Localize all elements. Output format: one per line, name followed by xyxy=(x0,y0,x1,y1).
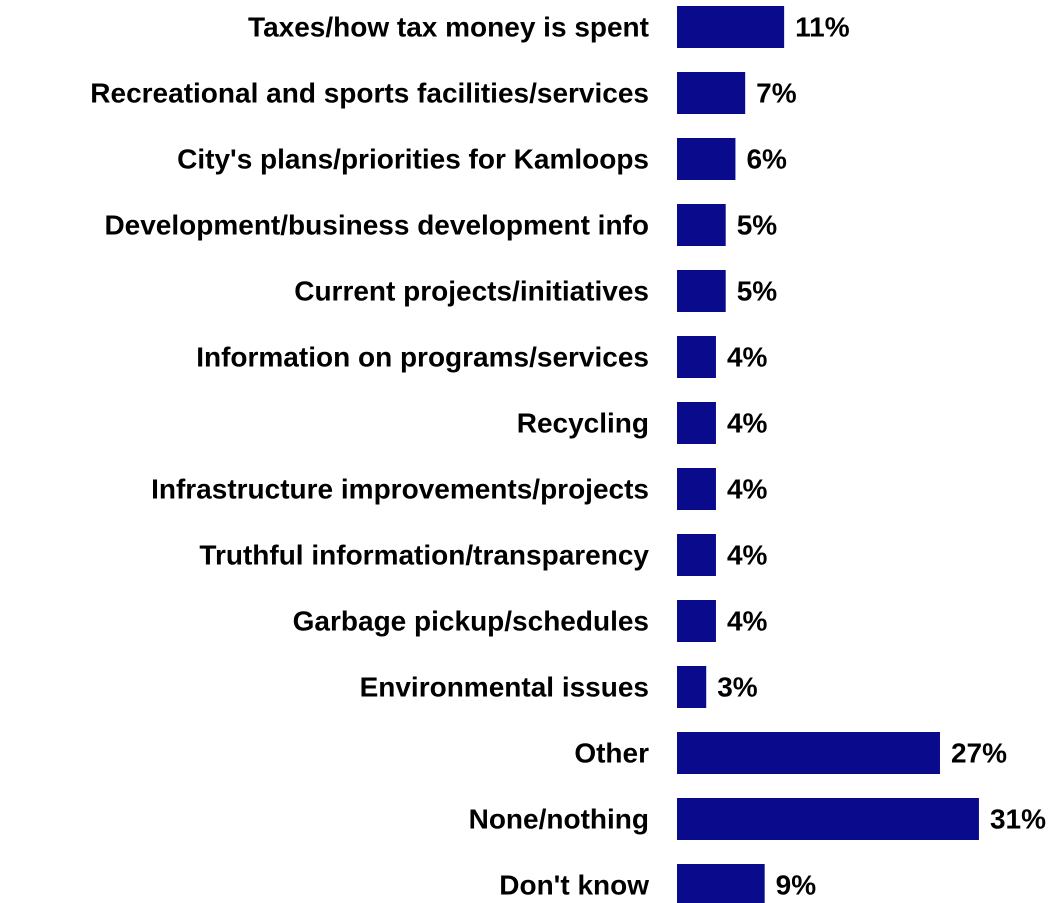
category-label: Don't know xyxy=(499,870,649,901)
bar xyxy=(677,204,726,246)
category-label: Recycling xyxy=(517,408,649,439)
bar xyxy=(677,6,785,48)
category-label: Garbage pickup/schedules xyxy=(293,606,649,637)
category-labels: Taxes/how tax money is spent Recreational… xyxy=(90,12,649,901)
bar xyxy=(677,72,746,114)
bar xyxy=(677,468,716,510)
bar xyxy=(677,534,716,576)
category-label: Recreational and sports facilities/servi… xyxy=(90,78,649,109)
category-label: Development/business development info xyxy=(104,210,649,241)
category-label: City's plans/priorities for Kamloops xyxy=(177,144,649,175)
value-label: 7% xyxy=(756,78,797,109)
bar xyxy=(677,270,726,312)
value-label: 5% xyxy=(737,210,778,241)
value-label: 5% xyxy=(737,276,778,307)
value-labels: 11% 7% 6% 5% 5% 4% 4% 4% 4% 4% 3% 27% 31% 9% xyxy=(717,12,1046,901)
value-label: 27% xyxy=(951,738,1007,769)
value-label: 4% xyxy=(727,474,768,505)
category-label: Environmental issues xyxy=(360,672,649,703)
category-label: Information on programs/services xyxy=(196,342,649,373)
category-label: None/nothing xyxy=(469,804,649,835)
bar xyxy=(677,336,716,378)
bar xyxy=(677,666,707,708)
value-label: 3% xyxy=(717,672,758,703)
category-label: Truthful information/transparency xyxy=(199,540,649,571)
value-label: 4% xyxy=(727,408,768,439)
value-label: 4% xyxy=(727,540,768,571)
bar xyxy=(677,732,940,774)
category-label: Taxes/how tax money is spent xyxy=(248,12,649,43)
bar xyxy=(677,600,716,642)
category-label: Current projects/initiatives xyxy=(294,276,649,307)
category-label: Other xyxy=(574,738,649,769)
bar xyxy=(677,138,736,180)
value-label: 6% xyxy=(746,144,787,175)
bar xyxy=(677,798,979,840)
value-label: 4% xyxy=(727,606,768,637)
value-label: 31% xyxy=(990,804,1046,835)
value-label: 11% xyxy=(795,12,850,43)
bar xyxy=(677,864,765,903)
bar xyxy=(677,402,716,444)
value-label: 9% xyxy=(776,870,817,901)
category-label: Infrastructure improvements/projects xyxy=(151,474,649,505)
value-label: 4% xyxy=(727,342,768,373)
bars xyxy=(677,6,979,903)
